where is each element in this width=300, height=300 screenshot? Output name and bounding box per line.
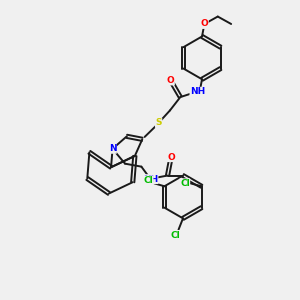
- Text: Cl: Cl: [171, 230, 180, 239]
- Text: Cl: Cl: [180, 179, 190, 188]
- Text: O: O: [200, 20, 208, 28]
- Text: N: N: [109, 144, 116, 153]
- Text: Cl: Cl: [143, 176, 153, 185]
- Text: S: S: [155, 118, 162, 127]
- Text: NH: NH: [190, 87, 205, 96]
- Text: NH: NH: [143, 175, 158, 184]
- Text: O: O: [167, 76, 174, 85]
- Text: O: O: [167, 153, 175, 162]
